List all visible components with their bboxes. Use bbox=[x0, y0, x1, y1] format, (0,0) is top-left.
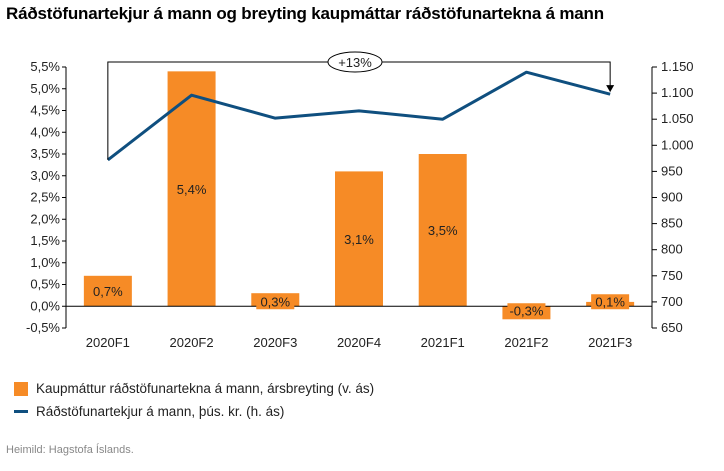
data-label: 3,1% bbox=[344, 232, 374, 247]
x-tick-label: 2021F1 bbox=[421, 335, 465, 350]
data-label-bg bbox=[256, 294, 295, 310]
data-label: 3,5% bbox=[428, 223, 458, 238]
data-label-bg bbox=[591, 294, 630, 310]
right-tick-label: 1.000 bbox=[661, 137, 694, 152]
arrow-icon bbox=[606, 85, 615, 93]
left-tick-label: -0,5% bbox=[26, 320, 60, 335]
bar bbox=[335, 171, 383, 307]
left-tick-label: 3,5% bbox=[30, 146, 60, 161]
right-tick-label: 700 bbox=[661, 294, 683, 309]
left-tick-label: 1,0% bbox=[30, 255, 60, 270]
x-tick-label: 2021F2 bbox=[504, 335, 548, 350]
left-tick-label: 2,5% bbox=[30, 190, 60, 205]
legend-swatch-line bbox=[14, 410, 28, 413]
data-label-bg bbox=[507, 303, 546, 319]
x-tick-label: 2021F3 bbox=[588, 335, 632, 350]
legend-label: Kaupmáttur ráðstöfunartekna á mann, ársb… bbox=[36, 381, 375, 396]
left-tick-label: 4,5% bbox=[30, 103, 60, 118]
bar bbox=[418, 154, 467, 307]
bar bbox=[83, 275, 132, 307]
data-label: -0,3% bbox=[509, 303, 543, 318]
data-label: 5,4% bbox=[177, 182, 207, 197]
x-tick-label: 2020F2 bbox=[170, 335, 214, 350]
left-tick-label: 4,0% bbox=[30, 124, 60, 139]
right-tick-label: 850 bbox=[661, 216, 683, 231]
x-tick-label: 2020F4 bbox=[337, 335, 381, 350]
left-tick-label: 2,0% bbox=[30, 211, 60, 226]
legend-swatch-bar bbox=[14, 381, 28, 396]
bar bbox=[167, 71, 216, 307]
right-tick-label: 750 bbox=[661, 268, 683, 283]
left-tick-label: 1,5% bbox=[30, 233, 60, 248]
chart-title: Ráðstöfunartekjur á mann og breyting kau… bbox=[6, 4, 604, 23]
annotation-label: +13% bbox=[338, 55, 372, 70]
right-tick-label: 1.100 bbox=[661, 85, 694, 100]
left-tick-label: 0,5% bbox=[30, 277, 60, 292]
left-tick-label: 3,0% bbox=[30, 168, 60, 183]
legend-item-line: Ráðstöfunartekjur á mann, þús. kr. (h. á… bbox=[14, 404, 284, 419]
data-label: 0,3% bbox=[260, 294, 290, 309]
right-tick-label: 800 bbox=[661, 242, 683, 257]
x-tick-label: 2020F1 bbox=[86, 335, 130, 350]
left-tick-label: 0,0% bbox=[30, 298, 60, 313]
data-label: 0,1% bbox=[595, 294, 625, 309]
annotation-bubble bbox=[327, 51, 383, 73]
legend-label: Ráðstöfunartekjur á mann, þús. kr. (h. á… bbox=[36, 404, 285, 419]
legend-item-bar: Kaupmáttur ráðstöfunartekna á mann, ársb… bbox=[14, 381, 374, 396]
right-tick-label: 950 bbox=[661, 163, 683, 178]
left-tick-label: 5,5% bbox=[30, 59, 60, 74]
right-tick-label: 1.150 bbox=[661, 59, 694, 74]
right-tick-label: 650 bbox=[661, 320, 683, 335]
right-tick-label: 1.050 bbox=[661, 111, 694, 126]
data-label: 0,7% bbox=[93, 284, 123, 299]
source-note: Heimild: Hagstofa Íslands. bbox=[6, 444, 134, 456]
right-tick-label: 900 bbox=[661, 190, 683, 205]
x-tick-label: 2020F3 bbox=[253, 335, 297, 350]
left-tick-label: 5,0% bbox=[30, 81, 60, 96]
chart-plot: -0,5% 0,0% 0,5% 1,0% 1,5% 2,0% 2,5% 3,0% 3,5% 4,0… bbox=[26, 51, 694, 350]
